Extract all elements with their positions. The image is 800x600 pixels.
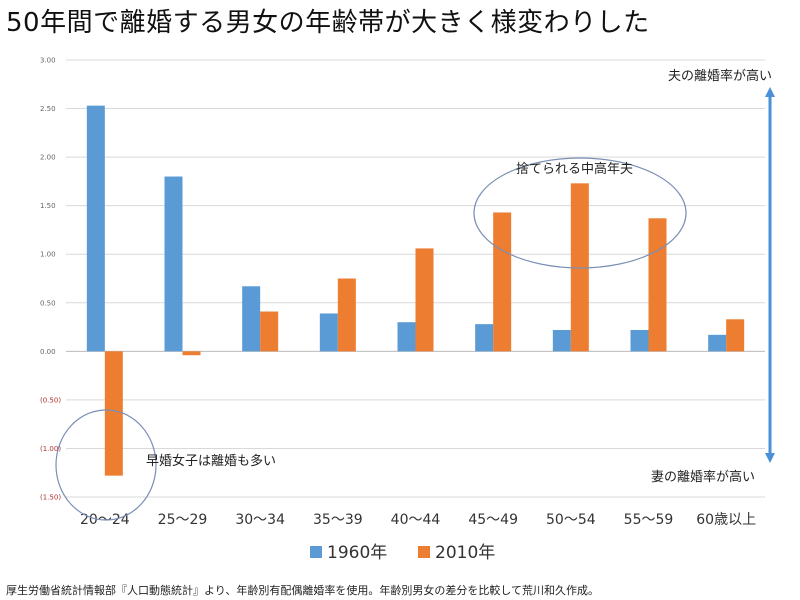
bar-1960年-60歳以上 <box>708 334 727 352</box>
y-tick-label: 0.50 <box>40 299 56 307</box>
bars <box>86 105 745 476</box>
x-tick-label: 25～29 <box>158 512 208 528</box>
bar-1960年-55～59 <box>630 329 649 352</box>
y-tick-label: 1.50 <box>40 202 56 210</box>
bar-2010年-50～54 <box>570 183 589 352</box>
source-note: 厚生労働省統計情報部『人口動態統計』より、年齢別有配偶離婚率を使用。年齢別男女の… <box>6 584 600 597</box>
bar-1960年-40～44 <box>397 322 416 352</box>
bar-1960年-45～49 <box>475 324 494 352</box>
x-tick-label: 55～59 <box>624 512 674 528</box>
x-tick-label: 50～54 <box>546 512 596 528</box>
legend-swatch-1960 <box>310 546 322 558</box>
middle-aged-ellipse <box>473 157 687 269</box>
y-tick-label: 2.50 <box>40 105 56 113</box>
early-marriage-annotation: 早婚女子は離婚も多い <box>146 453 276 469</box>
middle-aged-annotation: 捨てられる中高年夫 <box>516 161 633 177</box>
bar-1960年-20～24 <box>86 105 105 352</box>
wife-higher-label: 妻の離婚率が高い <box>651 469 755 485</box>
y-tick-label: (1.00) <box>40 445 61 453</box>
y-tick-label: (0.50) <box>40 396 61 404</box>
legend: 1960年 2010年 <box>310 543 495 563</box>
bar-1960年-35～39 <box>319 313 338 352</box>
y-tick-label: 2.00 <box>40 154 56 162</box>
x-axis-ticks: 20～24 25～29 30～34 35～39 40～44 45～49 50～54 55～59… <box>80 512 756 528</box>
chart-title: 50年間で離婚する男女の年齢帯が大きく様変わりした <box>6 8 650 38</box>
early-marriage-ellipse <box>55 409 157 521</box>
bar-2010年-45～49 <box>493 212 512 352</box>
x-tick-label: 30～34 <box>235 512 285 528</box>
bar-2010年-55～59 <box>648 218 667 352</box>
bar-1960年-30～34 <box>242 286 261 352</box>
y-axis-ticks: 3.00 2.50 2.00 1.50 1.00 0.50 0.00 (0.50) (1.00)… <box>40 57 61 502</box>
legend-label-2010: 2010年 <box>435 543 495 563</box>
bar-2010年-35～39 <box>337 278 356 352</box>
husband-higher-label: 夫の離婚率が高い <box>668 68 772 84</box>
x-tick-label: 45～49 <box>468 512 518 528</box>
bar-2010年-60歳以上 <box>726 319 745 352</box>
bar-2010年-25～29 <box>182 351 201 356</box>
bar-2010年-40～44 <box>415 248 434 352</box>
y-tick-label: 0.00 <box>40 348 56 356</box>
bar-2010年-30～34 <box>260 311 279 352</box>
bar-1960年-25～29 <box>164 176 183 352</box>
x-tick-label: 35～39 <box>313 512 363 528</box>
y-tick-label: 1.00 <box>40 251 56 259</box>
x-tick-label: 60歳以上 <box>696 512 756 528</box>
y-tick-label: (1.50) <box>40 494 61 502</box>
legend-label-1960: 1960年 <box>327 543 387 563</box>
y-tick-label: 3.00 <box>40 57 56 65</box>
bar-2010年-20～24 <box>104 351 123 476</box>
bar-1960年-50～54 <box>552 329 571 352</box>
x-tick-label: 40～44 <box>391 512 441 528</box>
legend-swatch-2010 <box>418 546 430 558</box>
